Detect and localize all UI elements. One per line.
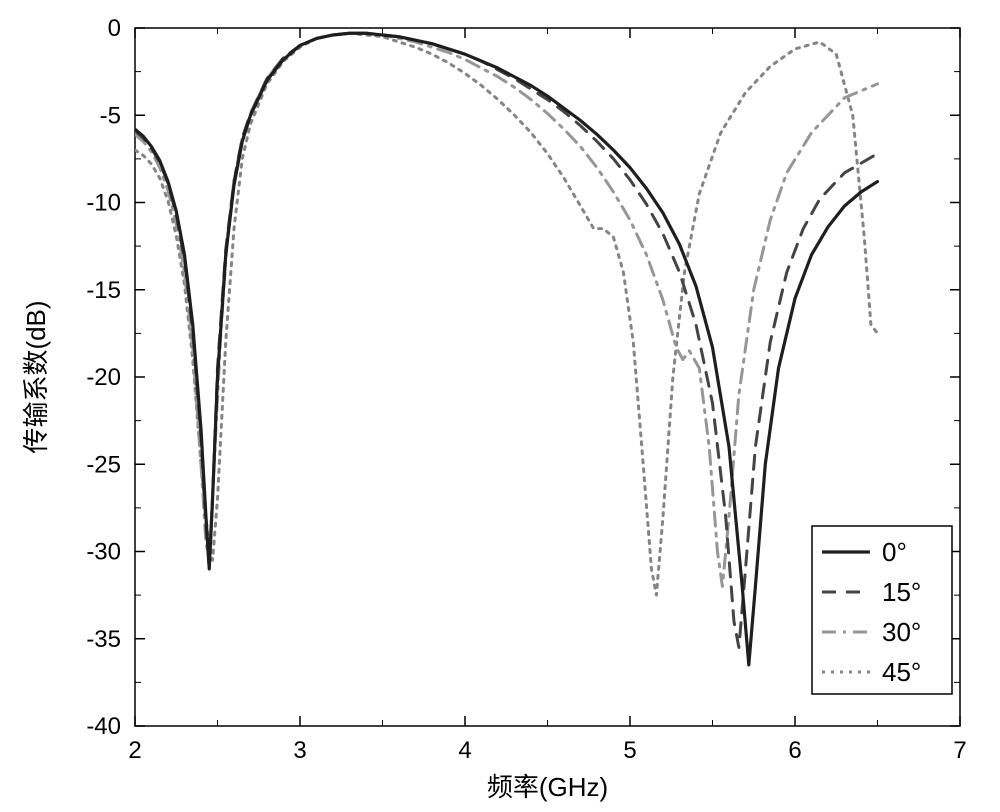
legend-label: 15° <box>882 577 921 607</box>
y-tick-label: -10 <box>86 190 121 217</box>
y-tick-label: 0 <box>108 15 121 42</box>
y-tick-label: -40 <box>86 713 121 740</box>
x-tick-label: 5 <box>623 737 636 764</box>
y-tick-label: -5 <box>100 102 121 129</box>
chart-container: 2 3 4 5 6 7 0 -5 -10 -15 -20 -25 -30 -35 -40 频率(GHz) 传输系… <box>0 0 1000 812</box>
x-tick-label: 6 <box>788 737 801 764</box>
x-axis-label: 频率(GHz) <box>487 772 608 802</box>
legend-label: 0° <box>882 537 907 567</box>
y-axis-label: 传输系数(dB) <box>21 300 51 453</box>
series-group <box>135 33 878 665</box>
transmission-chart: 2 3 4 5 6 7 0 -5 -10 -15 -20 -25 -30 -35 -40 频率(GHz) 传输系… <box>0 0 1000 812</box>
y-tick-label: -35 <box>86 626 121 653</box>
x-tick-label: 3 <box>293 737 306 764</box>
y-tick-label: -20 <box>86 364 121 391</box>
x-tick-label: 2 <box>128 737 141 764</box>
x-tick-label: 4 <box>458 737 471 764</box>
legend-label: 45° <box>882 657 921 687</box>
y-tick-label: -15 <box>86 277 121 304</box>
x-tick-label: 7 <box>953 737 966 764</box>
series-line <box>135 33 878 586</box>
legend-label: 30° <box>882 617 921 647</box>
y-tick-label: -25 <box>86 451 121 478</box>
series-line <box>135 33 878 665</box>
series-line <box>135 33 878 595</box>
y-tick-label: -30 <box>86 539 121 566</box>
